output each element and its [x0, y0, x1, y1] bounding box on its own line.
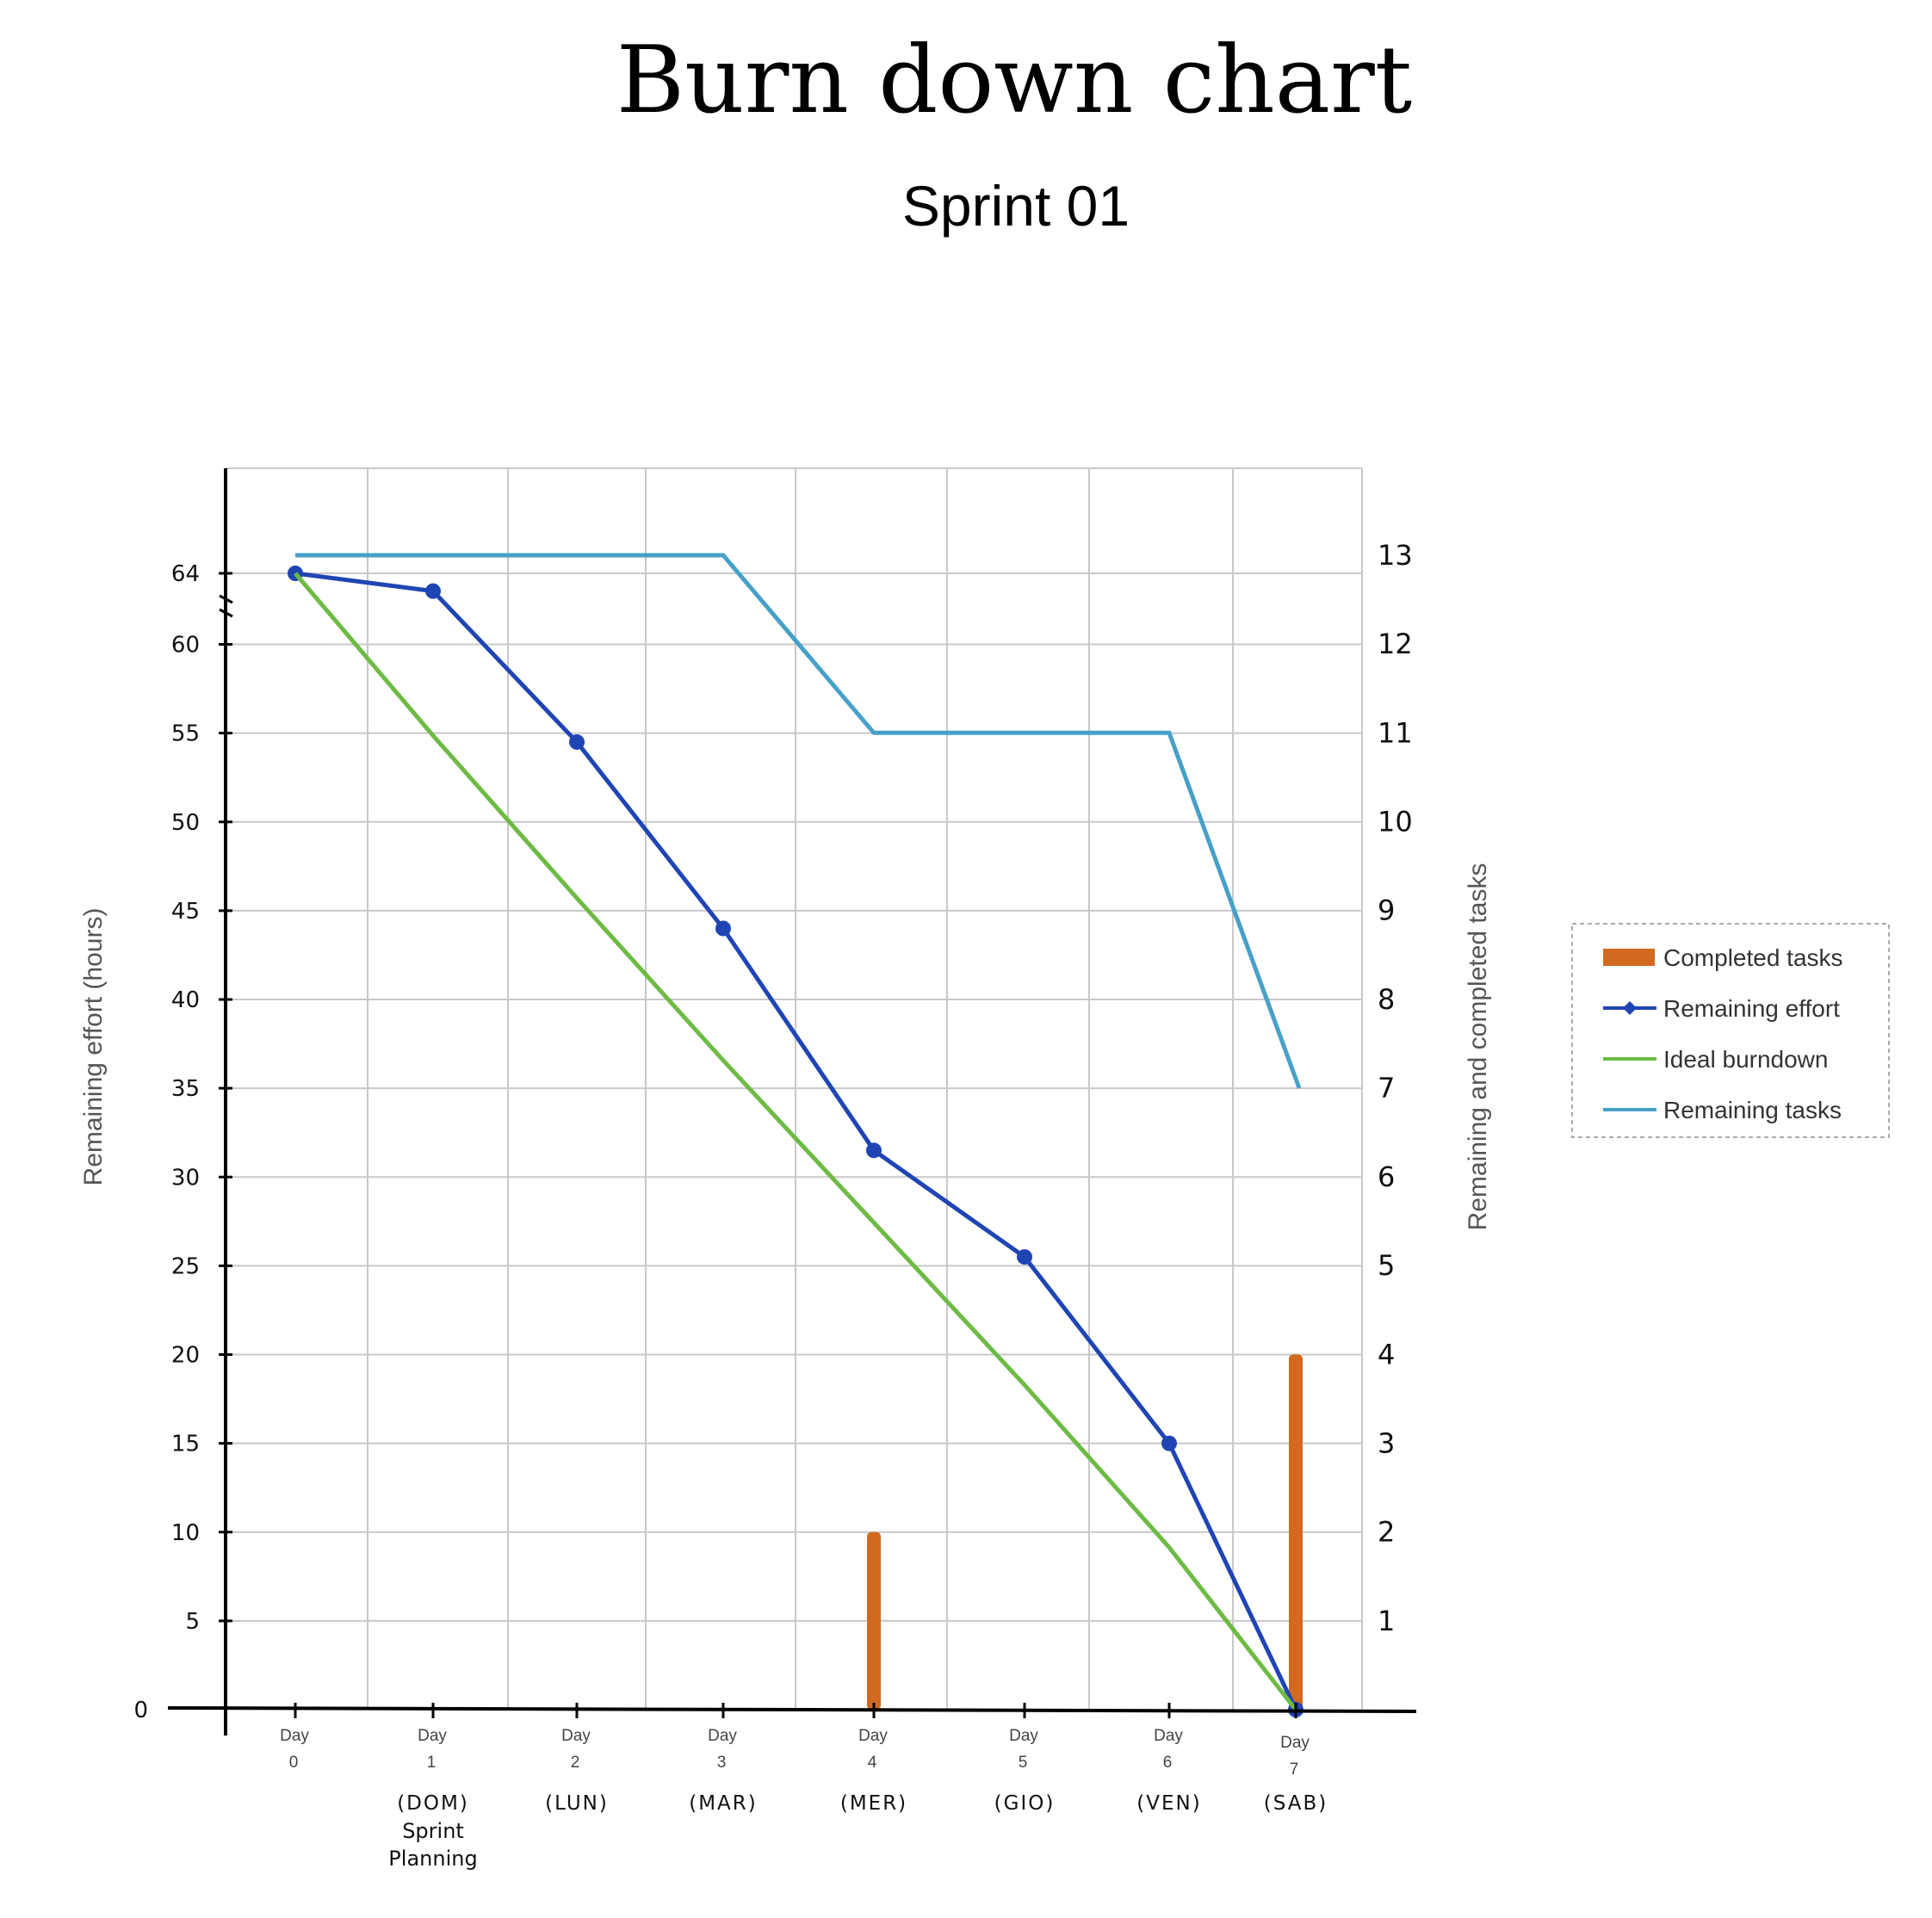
x-tick-label: 5 [1019, 1754, 1028, 1772]
completed-tasks-bar [1289, 1354, 1303, 1710]
y-tick-label: 40 [171, 987, 200, 1013]
series-lines [288, 553, 1303, 1717]
sprint-planning-note: Planning [388, 1847, 477, 1871]
y-axis-title: Remaining effort (hours) [79, 908, 108, 1186]
y2-tick-label: 1 [1378, 1605, 1395, 1637]
remaining-tasks-line [295, 553, 1302, 1089]
remaining-effort-point [1161, 1435, 1177, 1451]
x-tick-label: 3 [717, 1754, 727, 1772]
y-tick-label: 30 [171, 1165, 200, 1191]
y-tick-label: 15 [171, 1432, 200, 1457]
tick-labels: 0510152025303540455055606412345678910111… [133, 539, 1412, 1871]
y2-tick-label: 12 [1378, 628, 1413, 660]
completed-tasks-bar [867, 1531, 881, 1710]
chart-title: Burn down chart [616, 27, 1412, 134]
x-tick-label: 6 [1163, 1754, 1173, 1772]
x-tick-label: Day [1009, 1727, 1038, 1745]
y-tick-label: 55 [171, 721, 200, 747]
x-tick-label: Day [1154, 1727, 1183, 1745]
y-tick-label: 50 [171, 810, 200, 836]
grid [225, 467, 1363, 1710]
x-tick-label: Day [858, 1727, 888, 1745]
x-tick-label: Day [708, 1727, 737, 1745]
y2-tick-label: 7 [1378, 1072, 1395, 1104]
day-name-label: (LUN) [545, 1792, 609, 1815]
x-tick-label: 7 [1290, 1760, 1299, 1779]
x-tick-label: Day [418, 1727, 447, 1745]
day-name-label: (SAB) [1264, 1792, 1328, 1815]
y-tick-label: 0 [133, 1698, 148, 1723]
legend: Completed tasks Remaining effort Ideal bur… [1571, 923, 1890, 1138]
y-tick-label: 35 [171, 1076, 200, 1102]
remaining-effort-point [866, 1142, 882, 1159]
y-tick-label: 64 [171, 561, 200, 587]
day-name-label: (MER) [840, 1792, 907, 1815]
axis-break-mark [219, 594, 233, 604]
day-name-label: (GIO) [994, 1792, 1056, 1815]
remaining-effort-point [715, 920, 731, 937]
remaining-effort-point [1017, 1249, 1032, 1265]
remaining-effort-legend-marker [1623, 1001, 1637, 1015]
x-tick-label: 1 [427, 1754, 437, 1772]
chart-subtitle: Sprint 01 [902, 174, 1130, 238]
legend-box [1571, 923, 1890, 1138]
y-tick-label: 5 [185, 1609, 200, 1635]
x-tick-label: 0 [289, 1754, 299, 1772]
y2-tick-label: 13 [1378, 539, 1413, 572]
x-tick-label: Day [1280, 1734, 1310, 1752]
y2-tick-label: 10 [1378, 805, 1413, 838]
y2-tick-label: 4 [1378, 1338, 1395, 1370]
y2-tick-label: 9 [1378, 894, 1395, 927]
axis-break-mark [219, 608, 233, 618]
completed-tasks-legend-label: Completed tasks [1663, 944, 1843, 971]
ideal-burndown-line [294, 572, 1297, 1711]
day-name-label: (VEN) [1136, 1792, 1201, 1815]
y2-tick-label: 2 [1378, 1516, 1395, 1549]
remaining-effort-line [294, 571, 1298, 1711]
remaining-tasks-legend-label: Remaining tasks [1663, 1097, 1842, 1123]
axes [167, 468, 1417, 1735]
day-name-label: (DOM) [397, 1792, 469, 1815]
x-tick-label: Day [280, 1727, 309, 1745]
x-tick-label: 2 [571, 1754, 580, 1772]
day-name-label: (MAR) [689, 1792, 758, 1815]
ideal-burndown-legend-label: Ideal burndown [1663, 1046, 1828, 1073]
y2-tick-label: 8 [1378, 983, 1395, 1016]
y2-tick-label: 3 [1378, 1427, 1395, 1460]
y-tick-label: 45 [171, 899, 200, 925]
x-tick-label: Day [561, 1727, 591, 1745]
y-tick-label: 60 [171, 633, 200, 659]
remaining-effort-legend-label: Remaining effort [1663, 995, 1840, 1022]
y-tick-label: 20 [171, 1343, 200, 1369]
remaining-effort-point [425, 583, 441, 599]
y2-tick-label: 11 [1378, 716, 1413, 749]
x-tick-label: 4 [868, 1754, 877, 1772]
y-tick-label: 25 [171, 1253, 200, 1279]
y2-tick-label: 6 [1378, 1160, 1395, 1193]
remaining-effort-point [569, 733, 585, 750]
completed-tasks-bars [867, 1354, 1303, 1710]
completed-tasks-legend-swatch [1603, 949, 1655, 966]
x-axis-line [167, 1706, 1417, 1713]
y2-axis-title: Remaining and completed tasks [1464, 863, 1492, 1231]
y2-tick-label: 5 [1378, 1249, 1395, 1282]
sprint-planning-note: Sprint [402, 1819, 464, 1843]
y-tick-label: 10 [171, 1520, 200, 1546]
